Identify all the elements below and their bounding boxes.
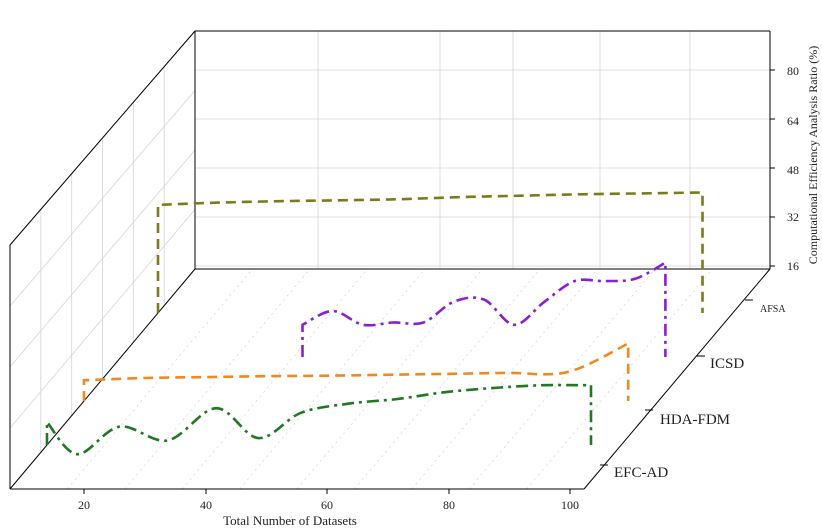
series-depth-label: EFC-AD [614, 465, 668, 481]
series-line-efc-ad [45, 383, 593, 456]
y-tick-label: 16 [787, 259, 799, 273]
y-tick-label: 64 [787, 114, 799, 128]
x-axis-title: Total Number of Datasets [223, 513, 357, 528]
grid [9, 30, 771, 490]
left-top-edge [9, 30, 196, 246]
x-tick-label: 80 [443, 498, 455, 512]
left-wall-gridline [9, 90, 196, 307]
series-depth-label: ICSD [710, 356, 744, 372]
floor-gridline [411, 268, 598, 490]
y-tick-label: 80 [787, 64, 799, 78]
floor-gridline [296, 268, 483, 490]
x-tick-label: 60 [321, 498, 333, 512]
depth-axis-line [583, 268, 771, 490]
series-depth-label: HDA-FDM [660, 412, 730, 428]
tick-labels: 20 40 60 80 100 Total Number of Datasets… [78, 46, 820, 528]
x-tick-label: 100 [561, 498, 579, 512]
series-lines [45, 191, 704, 456]
series-depth-label: AFSA [760, 304, 786, 315]
x-tick-label: 20 [78, 498, 90, 512]
y-tick-label: 48 [787, 163, 799, 177]
y-axis-title: Computational Efficiency Analysis Ratio … [806, 46, 820, 264]
floor-gridline [468, 268, 656, 490]
series-line-afsa [156, 191, 704, 313]
left-wall-gridline [9, 209, 196, 429]
axes [9, 30, 775, 494]
series-line-hda-fdm [82, 341, 630, 401]
floor-gridline [354, 268, 541, 490]
x-tick-label: 40 [200, 498, 212, 512]
y-tick-label: 32 [787, 210, 799, 224]
series-line-icsd [301, 260, 667, 357]
floor-gridline [526, 268, 713, 490]
left-wall-gridline [9, 149, 196, 368]
floor-gridline [181, 268, 368, 490]
floor-gridline [239, 268, 426, 490]
floor-gridline [67, 268, 253, 490]
